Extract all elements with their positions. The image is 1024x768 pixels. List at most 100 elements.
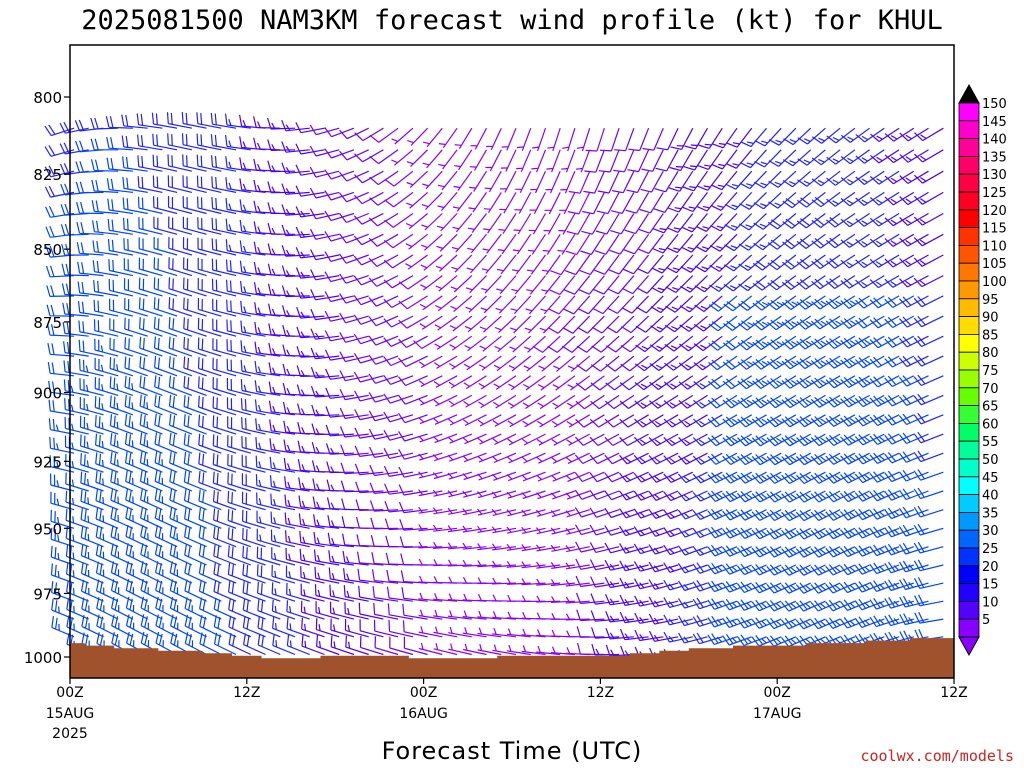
- wind-barb: [462, 627, 487, 638]
- wind-barb: [406, 191, 428, 209]
- wind-barb: [340, 480, 369, 493]
- y-tick-label: 850: [33, 241, 62, 259]
- wind-barb: [371, 552, 399, 566]
- wind-barb: [452, 213, 473, 233]
- wind-barb: [168, 375, 193, 396]
- wind-barb: [492, 560, 517, 568]
- wind-barb: [295, 143, 325, 155]
- wind-barb: [589, 507, 620, 518]
- wind-barb: [854, 598, 885, 611]
- wind-barb: [198, 562, 222, 584]
- colorbar-label: 75: [982, 364, 999, 379]
- wind-barb: [213, 544, 237, 566]
- wind-barb: [574, 524, 605, 536]
- wind-barb: [884, 315, 915, 329]
- wind-barb: [51, 581, 75, 602]
- wind-barb: [899, 233, 929, 247]
- wind-barb: [271, 599, 296, 620]
- wind-barb: [383, 355, 414, 367]
- colorbar-swatch: [958, 458, 980, 478]
- wind-barb: [619, 414, 649, 428]
- y-tick-label: 975: [33, 585, 62, 603]
- wind-barb: [139, 356, 163, 377]
- wind-barb: [110, 488, 134, 511]
- wind-barb: [782, 233, 812, 250]
- wind-barb: [535, 509, 561, 517]
- wind-barb: [593, 275, 620, 295]
- wind-barb: [313, 549, 340, 566]
- wind-barb: [286, 582, 310, 602]
- wind-barb: [228, 598, 252, 620]
- wind-barb: [766, 414, 797, 428]
- wind-barb: [464, 315, 487, 333]
- wind-barb: [270, 529, 296, 548]
- wind-barb: [869, 212, 900, 227]
- wind-barb: [796, 375, 826, 389]
- wind-barb: [663, 614, 693, 626]
- wind-barb: [152, 133, 178, 151]
- wind-barb: [565, 630, 590, 638]
- wind-barb: [751, 509, 782, 521]
- wind-barb: [582, 192, 605, 215]
- wind-barb: [663, 375, 694, 390]
- wind-barb: [268, 381, 296, 396]
- wind-barb: [491, 508, 517, 516]
- wind-barb: [870, 149, 900, 164]
- wind-barb: [339, 149, 369, 161]
- wind-barb: [314, 584, 340, 602]
- wind-barb: [282, 363, 310, 377]
- wind-barb: [315, 601, 340, 620]
- wind-barb: [565, 562, 590, 570]
- wind-barb: [353, 314, 384, 325]
- wind-barb: [664, 355, 694, 371]
- wind-barb: [477, 490, 502, 499]
- wind-barb: [768, 191, 797, 209]
- wind-barb: [339, 233, 369, 244]
- wind-barb: [656, 127, 679, 151]
- wind-barb: [884, 543, 915, 556]
- wind-barb: [447, 610, 472, 620]
- wind-barb: [766, 490, 797, 503]
- wind-barb: [354, 409, 384, 421]
- wind-barb: [167, 154, 193, 172]
- wind-barb: [651, 275, 679, 294]
- wind-barb: [281, 224, 310, 237]
- wind-barb: [723, 335, 753, 351]
- wind-barb: [693, 394, 723, 409]
- wind-barb: [796, 233, 826, 249]
- wind-barb: [463, 375, 487, 390]
- wind-barb: [810, 315, 841, 330]
- wind-barb: [139, 413, 163, 435]
- wind-barb: [585, 128, 605, 152]
- wind-barb: [639, 192, 664, 214]
- wind-barb: [737, 295, 767, 311]
- wind-barb: [547, 335, 576, 353]
- wind-barb: [397, 394, 428, 405]
- wind-barb: [855, 127, 885, 143]
- colorbar-swatch: [958, 227, 980, 246]
- wind-barb: [253, 158, 281, 172]
- wind-barb: [268, 303, 296, 317]
- wind-barb: [255, 455, 281, 473]
- wind-barb: [398, 275, 428, 290]
- wind-barb: [197, 317, 222, 337]
- wind-barb: [313, 514, 340, 529]
- wind-barb: [418, 433, 443, 443]
- wind-barb: [183, 317, 207, 337]
- wind-barb: [551, 433, 576, 446]
- x-tick-label: 12Z: [940, 685, 967, 701]
- wind-barb: [754, 127, 782, 147]
- wind-barb: [154, 506, 178, 529]
- colorbar-label: 110: [982, 239, 1007, 254]
- wind-barb: [796, 315, 826, 330]
- wind-barb: [123, 258, 148, 277]
- wind-barb: [139, 336, 163, 357]
- wind-barb: [589, 559, 620, 571]
- wind-barb: [383, 254, 414, 269]
- wind-barb: [398, 335, 428, 349]
- wind-barb: [913, 577, 944, 589]
- wind-barb: [796, 254, 826, 270]
- wind-barb: [95, 452, 119, 473]
- wind-barb: [211, 217, 237, 235]
